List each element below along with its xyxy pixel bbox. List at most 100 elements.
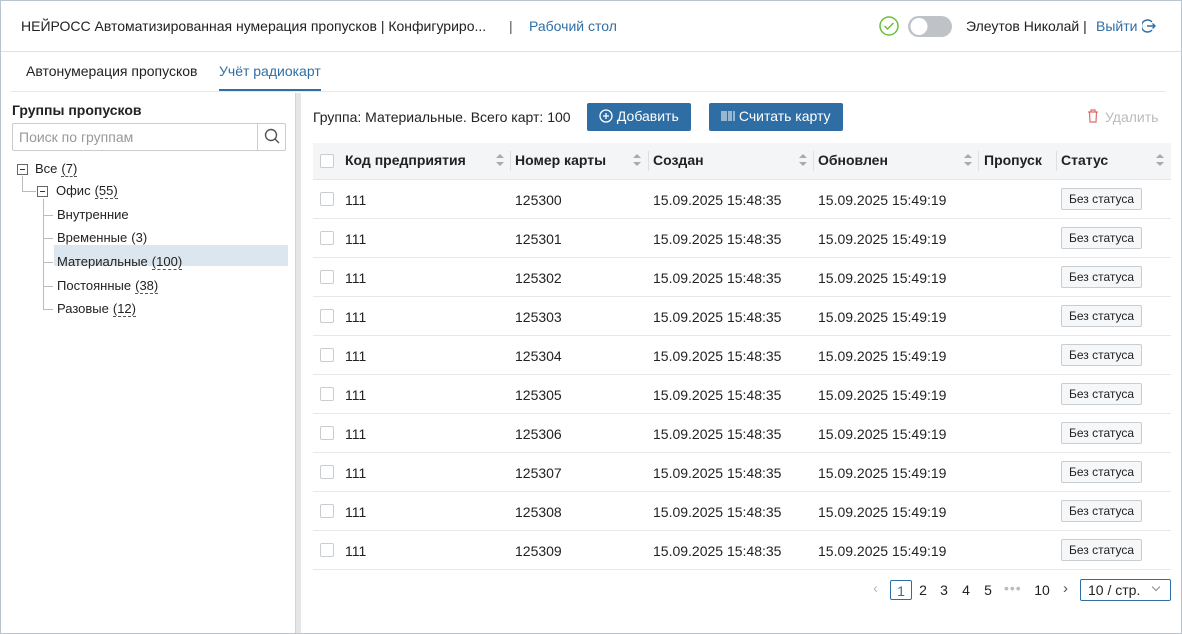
sort-icon (799, 154, 807, 158)
cell: 111 (345, 231, 367, 247)
tab-indicator (219, 89, 321, 91)
page-size[interactable]: 10 / стр. (1080, 579, 1171, 601)
sort-icon (496, 154, 504, 158)
cell: 15.09.2025 15:49:19 (818, 465, 947, 481)
status-badge: Без статуса (1061, 461, 1143, 483)
status-badge: Без статуса (1061, 227, 1143, 249)
column-header[interactable]: Код предприятия (345, 152, 466, 168)
column-header[interactable]: Обновлен (818, 152, 888, 168)
page[interactable]: 5 (984, 582, 992, 598)
column-divider (648, 151, 649, 171)
cell: 125305 (515, 387, 562, 403)
prev-page[interactable]: ‹ (873, 580, 878, 597)
table-row[interactable] (313, 492, 1171, 531)
column-header[interactable]: Создан (653, 152, 704, 168)
table-row[interactable] (313, 336, 1171, 375)
tree-count: 38 (135, 278, 159, 294)
page[interactable]: 4 (962, 582, 970, 598)
row-checkbox[interactable] (320, 543, 334, 557)
sort-icon (633, 162, 641, 166)
row-checkbox[interactable] (320, 270, 334, 284)
row-checkbox[interactable] (320, 231, 334, 245)
column-header[interactable]: Статус (1061, 152, 1109, 168)
tree-label: Временные (57, 230, 128, 245)
column-header[interactable]: Пропуск (984, 152, 1042, 168)
cell: 15.09.2025 15:49:19 (818, 543, 947, 559)
collapse-toggle[interactable] (37, 186, 48, 197)
tab-active[interactable]: Учёт радиокарт (219, 63, 321, 79)
cell: 125306 (515, 426, 562, 442)
cell: 111 (345, 387, 367, 403)
table-row[interactable] (313, 414, 1171, 453)
logout[interactable]: Выйти (1096, 18, 1138, 34)
sort-icon (964, 162, 972, 166)
cell: 111 (345, 543, 367, 559)
cell: 15.09.2025 15:48:35 (653, 309, 782, 325)
delete-icon (1088, 109, 1098, 123)
cell: 15.09.2025 15:48:35 (653, 387, 782, 403)
tree-item[interactable]: Материальные100 (57, 254, 183, 270)
tree-count: 7 (61, 161, 78, 177)
row-checkbox[interactable] (320, 504, 334, 518)
chevron (1151, 582, 1161, 592)
cell: 111 (345, 348, 367, 364)
row-checkbox[interactable] (320, 348, 334, 362)
search-button[interactable] (257, 123, 285, 151)
cell: 15.09.2025 15:48:35 (653, 504, 782, 520)
row-checkbox[interactable] (320, 426, 334, 440)
tree-item[interactable]: Все7 (35, 161, 78, 177)
table-row[interactable] (313, 297, 1171, 336)
status-badge: Без статуса (1061, 305, 1143, 327)
cell: 15.09.2025 15:48:35 (653, 231, 782, 247)
page[interactable]: 10 (1034, 582, 1050, 598)
delete-button[interactable]: Удалить (1105, 109, 1159, 125)
splitter[interactable] (295, 93, 301, 633)
tab[interactable]: Автонумерация пропусков (26, 63, 198, 79)
table-row[interactable] (313, 375, 1171, 414)
header: НЕЙРОСС Автоматизированная нумерация про… (1, 1, 1181, 52)
status-badge: Без статуса (1061, 539, 1143, 561)
cell: 125304 (515, 348, 562, 364)
desktop-link[interactable]: Рабочий стол (529, 18, 617, 34)
sidebar-title: Группы пропусков (12, 102, 142, 118)
label: Считать карту (738, 108, 831, 124)
row-checkbox[interactable] (320, 465, 334, 479)
row-checkbox[interactable] (320, 309, 334, 323)
tree-item[interactable]: Разовые12 (57, 301, 137, 317)
search-input[interactable]: Поиск по группам (12, 123, 286, 151)
status-icons (879, 16, 952, 37)
page[interactable]: 3 (940, 582, 948, 598)
next-page[interactable]: › (1063, 580, 1068, 597)
sort-icon (799, 162, 807, 166)
page[interactable]: 1 (890, 580, 912, 600)
collapse-toggle[interactable] (17, 164, 28, 175)
tree-item[interactable]: Временные3 (57, 230, 148, 246)
row-checkbox[interactable] (320, 192, 334, 206)
read-card-button[interactable]: Считать карту (709, 103, 843, 131)
cell: 125300 (515, 192, 562, 208)
tree-line (43, 238, 53, 239)
table-row[interactable] (313, 219, 1171, 258)
cell: 111 (345, 426, 367, 442)
tree-label: Постоянные (57, 278, 132, 293)
add-button[interactable]: Добавить (587, 103, 691, 131)
row-checkbox[interactable] (320, 387, 334, 401)
sort-icon (964, 154, 972, 158)
column-header[interactable]: Номер карты (515, 152, 607, 168)
select-all[interactable] (320, 154, 334, 168)
tree-item[interactable]: Офис55 (56, 183, 118, 199)
column-divider (978, 151, 979, 171)
table-row[interactable] (313, 531, 1171, 570)
tree-line (43, 262, 53, 263)
table-row[interactable] (313, 453, 1171, 492)
table-row[interactable] (313, 258, 1171, 297)
cell: 111 (345, 270, 367, 286)
table-row[interactable] (313, 180, 1171, 219)
cell: 15.09.2025 15:49:19 (818, 309, 947, 325)
cell: 15.09.2025 15:49:19 (818, 270, 947, 286)
page[interactable]: 2 (919, 582, 927, 598)
user-name: Элеутов Николай | (966, 18, 1087, 34)
tree-item[interactable]: Внутренние (57, 207, 129, 222)
tree-item[interactable]: Постоянные38 (57, 278, 159, 294)
